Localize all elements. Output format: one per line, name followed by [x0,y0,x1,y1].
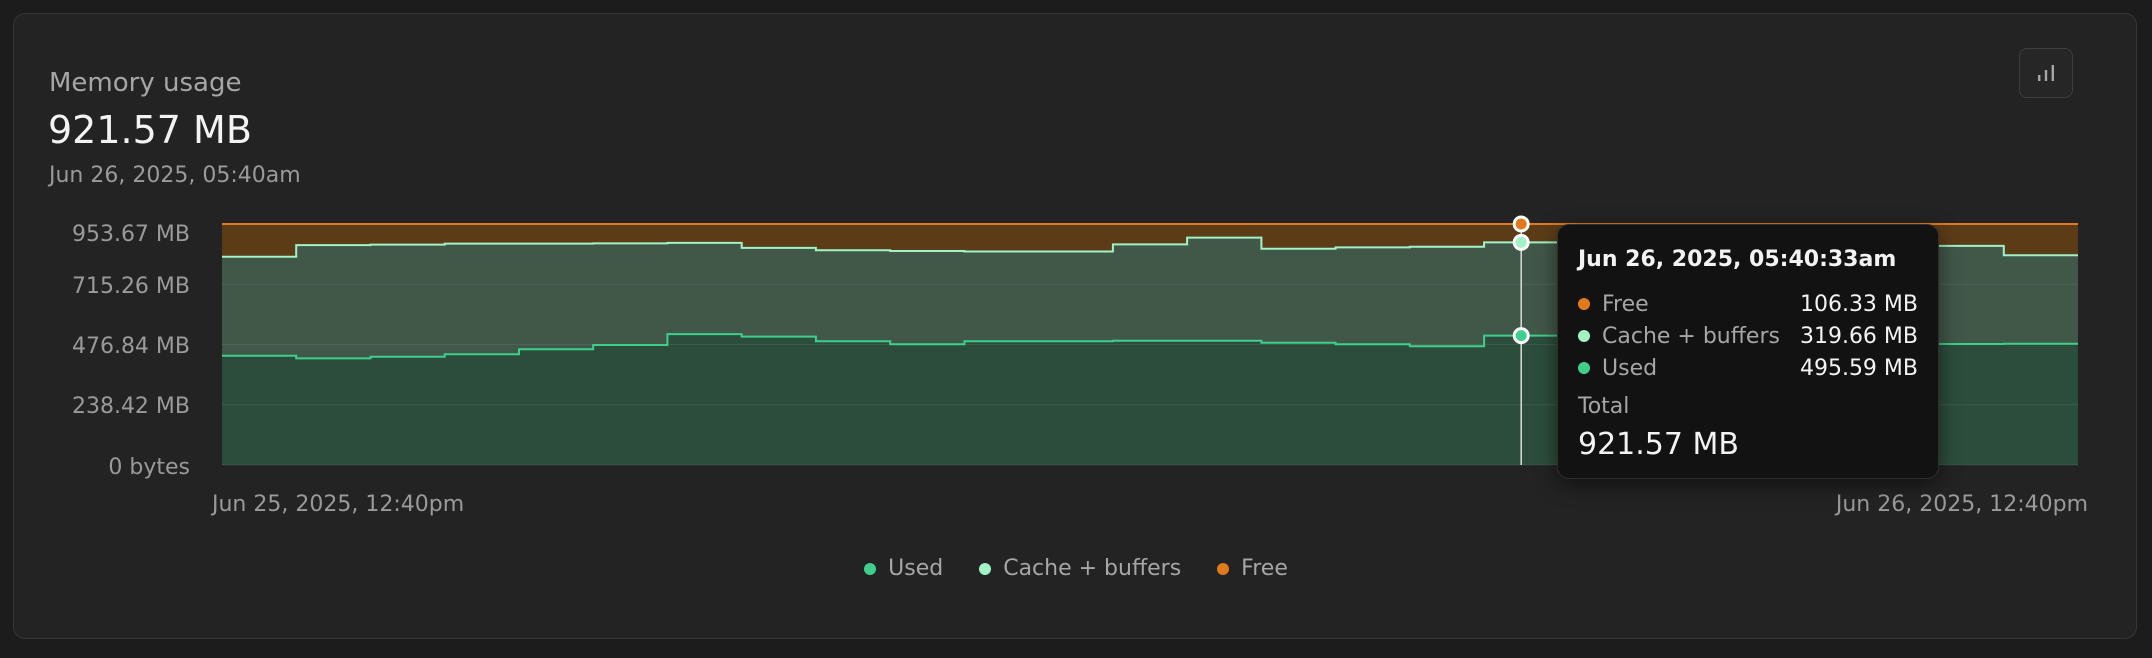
legend-item-cache[interactable]: Cache + buffers [979,556,1181,581]
y-tick-label: 953.67 MB [71,222,190,247]
cache-dot-icon [979,562,992,575]
tooltip-row-name: Used [1602,355,1658,381]
legend-label: Cache + buffers [1003,556,1182,581]
tooltip-row-cache: Cache + buffers 319.66 MB [1578,320,1918,352]
chart-legend: Used Cache + buffers Free [0,556,2152,581]
used-dot-icon [864,562,877,575]
tooltip-row-name: Free [1602,291,1649,317]
x-tick-label-end: Jun 26, 2025, 12:40pm [1835,492,2088,517]
free-dot-icon [1578,298,1590,310]
legend-label: Free [1241,556,1288,581]
tooltip-row-name: Cache + buffers [1602,323,1780,349]
legend-item-used[interactable]: Used [864,556,943,581]
tooltip-total-label: Total [1578,394,1630,419]
legend-item-free[interactable]: Free [1217,556,1288,581]
tooltip-row-value: 495.59 MB [1799,355,1918,381]
current-timestamp: Jun 26, 2025, 05:40am [49,163,301,188]
hover-point-cache [1512,233,1530,251]
hover-tooltip: Jun 26, 2025, 05:40:33am Free 106.33 MB … [1557,224,1939,479]
tooltip-row-value: 319.66 MB [1799,323,1918,349]
y-tick-label: 0 bytes [108,455,190,480]
y-tick-label: 715.26 MB [71,274,190,299]
tooltip-row-value: 106.33 MB [1799,291,1918,317]
current-value: 921.57 MB [48,108,252,152]
y-tick-label: 238.42 MB [71,394,190,419]
free-dot-icon [1217,562,1230,575]
used-dot-icon [1578,362,1590,374]
tooltip-row-used: Used 495.59 MB [1578,352,1918,384]
hover-point-free [1512,215,1530,233]
tooltip-time: Jun 26, 2025, 05:40:33am [1578,247,1897,272]
tooltip-row-free: Free 106.33 MB [1578,288,1918,320]
legend-label: Used [888,556,944,581]
chart-type-button[interactable] [2019,48,2073,98]
tooltip-total-value: 921.57 MB [1578,427,1739,462]
bar-chart-icon [2038,65,2054,81]
hover-point-used [1512,327,1530,345]
y-tick-label: 476.84 MB [71,334,190,359]
x-tick-label-start: Jun 25, 2025, 12:40pm [212,492,465,517]
cache-dot-icon [1578,330,1590,342]
chart-title: Memory usage [49,68,242,98]
